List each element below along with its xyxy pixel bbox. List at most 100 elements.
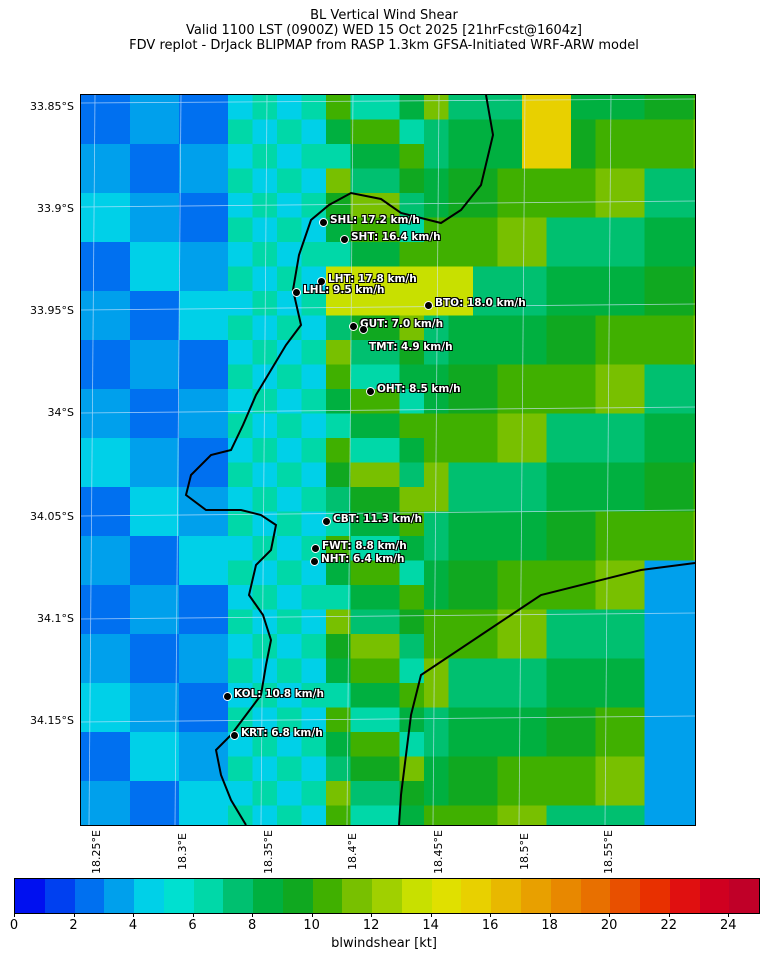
field-cell <box>203 462 229 488</box>
field-cell <box>644 242 670 267</box>
lat-label: 33.85°S <box>30 100 74 113</box>
field-cell <box>546 144 572 169</box>
field-cell <box>81 560 106 586</box>
colorbar-segment <box>640 879 670 913</box>
field-cell <box>571 144 596 169</box>
field-cell <box>203 266 229 292</box>
field-cell <box>522 119 547 145</box>
field-cell <box>81 511 106 537</box>
field-cell <box>154 634 180 659</box>
colorbar-segment <box>15 879 45 913</box>
field-cell <box>669 413 694 439</box>
field-cell <box>179 413 204 439</box>
field-cell <box>399 291 425 316</box>
field-cell <box>571 609 596 635</box>
colorbar-segment <box>401 879 432 913</box>
field-cell <box>277 266 302 292</box>
field-cell <box>179 732 204 757</box>
map-area[interactable]: SHL: 17.2 km/h SHT: 16.4 km/h LHT: 17.8 … <box>80 94 696 826</box>
field-cell <box>130 242 155 267</box>
colorbar-segment <box>342 879 373 913</box>
field-cell <box>424 634 449 659</box>
field-cell <box>179 364 204 390</box>
field-cell <box>669 536 694 561</box>
field-cell <box>399 119 425 145</box>
field-cell <box>595 193 621 218</box>
field-cell <box>399 634 425 659</box>
lat-label: 34°S <box>47 406 74 419</box>
field-cell <box>228 536 253 561</box>
station-dot-icon <box>424 301 433 310</box>
colorbar-tick-label: 16 <box>481 918 499 933</box>
field-cell <box>350 536 376 561</box>
field-cell <box>228 144 253 169</box>
lon-label: 18.45°E <box>432 830 445 874</box>
field-cell <box>571 291 596 316</box>
field-cell <box>693 217 695 243</box>
field-cell <box>448 242 474 267</box>
field-cell <box>399 364 425 390</box>
field-cell <box>154 266 180 292</box>
field-cell <box>228 438 253 463</box>
field-cell <box>228 266 253 292</box>
station-label: KOL: 10.8 km/h <box>234 688 324 700</box>
field-cell <box>154 658 180 684</box>
title-line-2: Valid 1100 LST (0900Z) WED 15 Oct 2025 [… <box>186 23 582 38</box>
field-cell <box>448 291 474 316</box>
field-cell <box>424 805 449 825</box>
field-cell <box>375 732 400 757</box>
field-cell <box>326 119 351 145</box>
field-cell <box>522 487 547 512</box>
field-cell <box>620 511 645 537</box>
field-cell <box>81 389 106 414</box>
field-cell <box>595 805 621 825</box>
field-cell <box>81 707 106 733</box>
field-cell <box>81 634 106 659</box>
field-cell <box>424 560 449 586</box>
field-cell <box>154 585 180 610</box>
field-cell <box>350 756 376 782</box>
field-cell <box>228 609 253 635</box>
field-cell <box>522 168 547 194</box>
field-cell <box>179 291 204 316</box>
field-cell <box>546 168 572 194</box>
field-cell <box>203 168 229 194</box>
field-cell <box>595 756 621 782</box>
field-cell <box>693 413 695 439</box>
field-cell <box>473 585 498 610</box>
field-cell <box>130 217 155 243</box>
field-cell <box>448 144 474 169</box>
field-cell <box>473 413 498 439</box>
field-cell <box>130 291 155 316</box>
field-cell <box>497 683 523 708</box>
colorbar-tick-label: 10 <box>303 918 320 933</box>
field-cell <box>473 536 498 561</box>
field-cell <box>203 315 229 341</box>
field-cell <box>277 193 302 218</box>
field-cell <box>81 658 106 684</box>
field-cell <box>546 756 572 782</box>
field-cell <box>252 683 278 708</box>
colorbar-segment <box>253 879 283 913</box>
field-cell <box>669 781 694 806</box>
field-cell <box>448 805 474 825</box>
field-cell <box>693 266 695 292</box>
field-cell <box>522 193 547 218</box>
field-cell <box>669 732 694 757</box>
field-cell <box>105 805 131 825</box>
field-cell <box>473 217 498 243</box>
field-cell <box>546 340 572 365</box>
colorbar <box>14 878 760 914</box>
field-cell <box>179 683 204 708</box>
title-line-1: BL Vertical Wind Shear <box>310 8 458 23</box>
field-cell <box>473 781 498 806</box>
field-cell <box>522 511 547 537</box>
field-cell <box>105 168 131 194</box>
colorbar-tick-mark <box>728 913 730 917</box>
field-cell <box>326 266 351 292</box>
field-cell <box>375 266 400 292</box>
field-cell <box>375 707 400 733</box>
field-cell <box>693 193 695 218</box>
field-cell <box>620 756 645 782</box>
field-cell <box>620 438 645 463</box>
